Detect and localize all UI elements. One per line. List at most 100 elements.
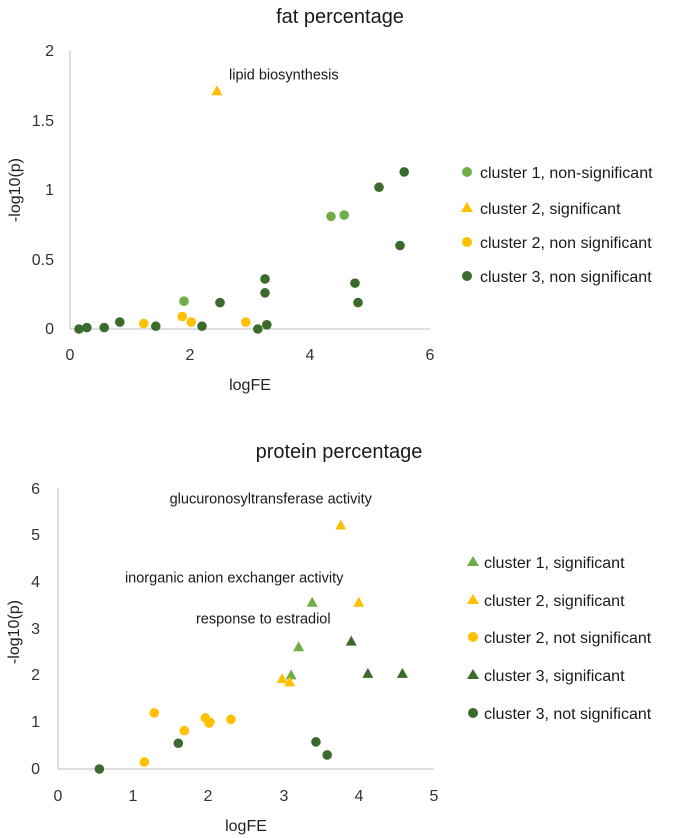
legend-label: cluster 3, non significant (480, 269, 652, 286)
legend-item: cluster 2, non significant (462, 235, 652, 252)
data-point-circle (82, 322, 92, 333)
y-tick-label: 4 (31, 574, 40, 591)
annotations-fat: lipid biosynthesis (229, 67, 339, 83)
annotation-label: lipid biosynthesis (229, 67, 339, 83)
data-point-triangle (362, 667, 374, 678)
data-point-triangle (306, 596, 318, 607)
y-tick-labels-fat: 0 0.5 1 1.5 2 (32, 43, 54, 338)
legend-item: cluster 1, significant (467, 555, 625, 572)
x-tick-label: 4 (306, 347, 315, 364)
data-point-circle (179, 725, 190, 736)
data-point-circle (322, 750, 333, 760)
x-axis-label-protein: logFE (225, 818, 267, 835)
x-tick-label: 4 (355, 788, 364, 805)
data-point-circle (215, 297, 225, 308)
data-point-circle (399, 167, 410, 177)
data-point-circle (353, 297, 363, 308)
legend-marker-circle (462, 237, 472, 247)
data-point-circle (241, 317, 251, 327)
data-point-circle (149, 708, 160, 718)
y-tick-label: 1 (31, 714, 40, 731)
x-tick-label: 2 (186, 347, 195, 364)
data-point-circle (179, 296, 189, 307)
legend-label: cluster 2, non significant (480, 235, 652, 252)
x-tick-labels-fat: 0 2 4 6 (66, 347, 435, 364)
data-point-triangle (276, 673, 288, 684)
data-point-circle (197, 321, 207, 332)
annotations-protein: glucuronosyltransferase activity inorgani… (125, 491, 373, 627)
chart-title-protein: protein percentage (256, 441, 423, 463)
data-point-circle (260, 274, 270, 284)
legend-label: cluster 2, significant (480, 201, 621, 218)
y-tick-label: 3 (31, 621, 40, 638)
data-point-triangle (353, 596, 365, 607)
x-axis-label-fat: logFE (229, 377, 271, 394)
legend-label: cluster 2, significant (484, 593, 625, 610)
y-tick-label: 0 (31, 761, 40, 778)
legend-label: cluster 3, not significant (484, 706, 652, 723)
data-point-circle (99, 322, 109, 333)
data-points-fat (74, 85, 410, 334)
legend-label: cluster 3, significant (484, 668, 625, 685)
data-point-triangle (211, 85, 223, 96)
legend-label: cluster 1, non-significant (480, 165, 653, 182)
legend-item: cluster 3, not significant (468, 706, 652, 723)
data-point-circle (326, 211, 336, 222)
y-tick-label: 5 (31, 527, 40, 544)
chart-fat-percentage: fat percentage 0 0.5 1 1.5 2 0 2 4 6 log… (7, 6, 653, 394)
data-point-circle (177, 311, 187, 322)
data-point-circle (151, 321, 161, 332)
data-point-circle (311, 737, 321, 747)
data-point-circle (173, 738, 184, 749)
legend-item: cluster 2, significant (461, 201, 621, 218)
y-tick-label: 0 (45, 321, 54, 338)
x-tick-label: 6 (426, 347, 435, 364)
annotation-label: glucuronosyltransferase activity (170, 491, 373, 507)
data-point-circle (374, 182, 384, 193)
x-tick-label: 2 (204, 788, 213, 805)
legend-marker-circle (468, 632, 478, 642)
data-point-circle (139, 318, 149, 329)
chart-protein-percentage: protein percentage 0 1 2 3 4 5 6 0 1 2 3… (6, 441, 652, 835)
legend-marker-circle (462, 167, 472, 177)
data-point-circle (205, 717, 215, 727)
annotation-label: response to estradiol (196, 612, 331, 628)
y-tick-label: 2 (31, 667, 40, 684)
x-tick-label: 3 (280, 788, 289, 805)
data-point-circle (395, 240, 405, 251)
data-point-triangle (285, 669, 297, 680)
data-point-circle (94, 764, 105, 774)
data-point-circle (115, 317, 125, 327)
legend-marker-triangle (467, 556, 479, 566)
y-tick-label: 1.5 (32, 113, 54, 130)
data-point-circle (252, 324, 263, 334)
data-point-circle (226, 714, 236, 725)
data-point-circle (262, 320, 272, 330)
legend-marker-circle (462, 271, 472, 281)
data-point-circle (339, 210, 350, 220)
y-tick-labels-protein: 0 1 2 3 4 5 6 (31, 481, 40, 778)
legend-item: cluster 2, significant (467, 593, 625, 610)
legend-marker-triangle (461, 202, 473, 212)
legend-label: cluster 2, not significant (484, 630, 652, 647)
legend-marker-circle (468, 708, 478, 718)
x-tick-label: 0 (54, 788, 63, 805)
y-tick-label: 1 (45, 182, 54, 199)
y-axis-label-fat: -log10(p) (7, 158, 24, 222)
legend-item: cluster 1, non-significant (462, 165, 653, 182)
legend-item: cluster 3, non significant (462, 269, 652, 286)
y-tick-label: 2 (45, 43, 54, 60)
x-tick-label: 1 (129, 788, 138, 805)
legend-marker-triangle (467, 594, 479, 604)
data-point-circle (74, 324, 84, 334)
annotation-label: inorganic anion exchanger activity (125, 571, 344, 587)
data-point-triangle (335, 519, 347, 530)
y-tick-label: 6 (31, 481, 40, 498)
x-tick-label: 0 (66, 347, 75, 364)
data-point-circle (186, 317, 196, 327)
data-point-triangle (345, 635, 357, 646)
data-point-triangle (396, 667, 408, 678)
legend-item: cluster 2, not significant (468, 630, 652, 647)
data-point-circle (260, 288, 270, 298)
